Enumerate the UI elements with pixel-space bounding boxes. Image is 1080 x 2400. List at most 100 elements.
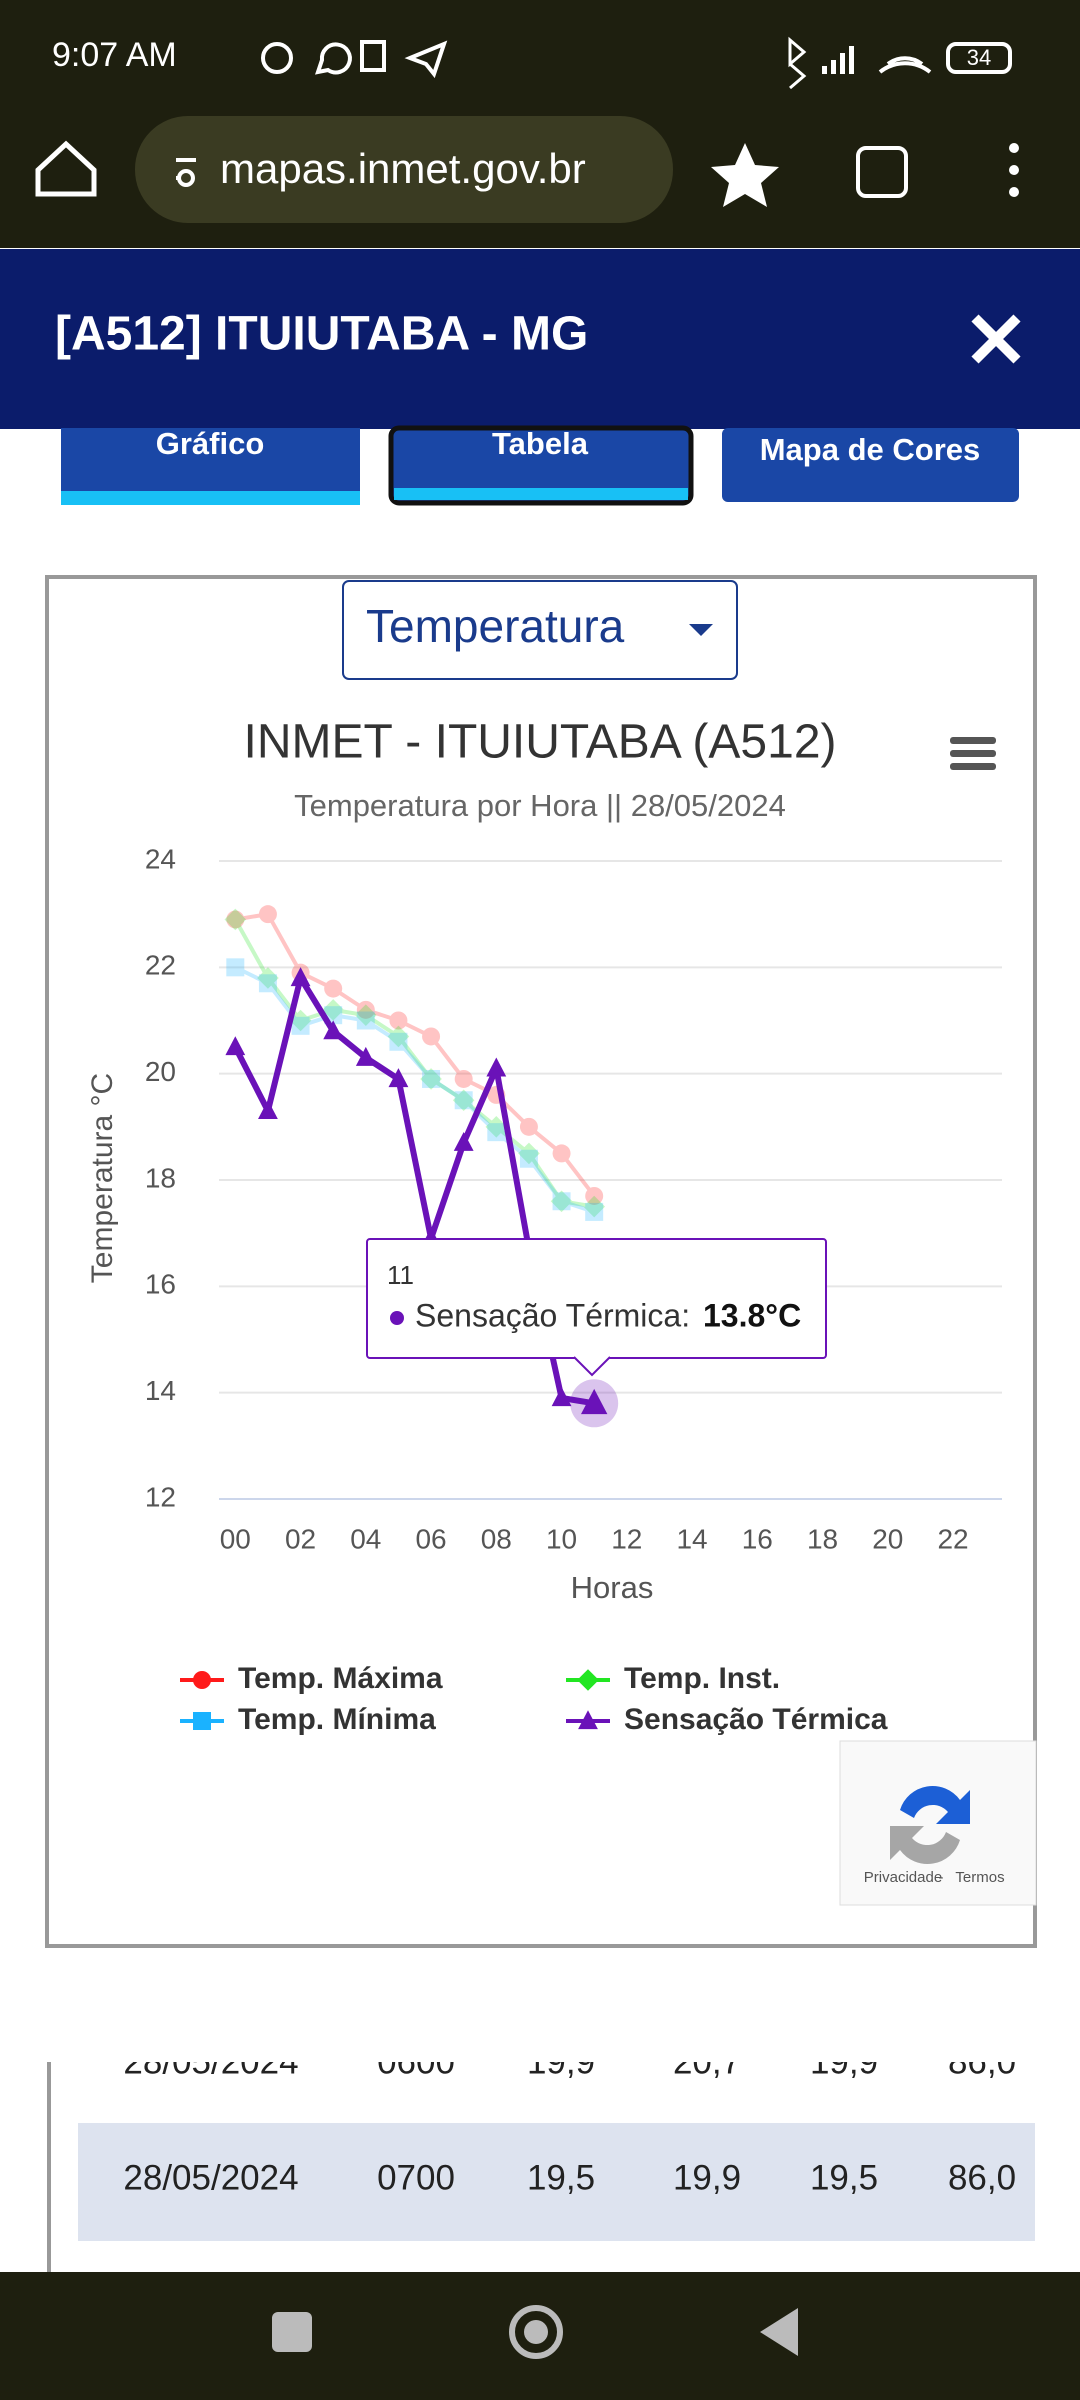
legend-label: Temp. Máxima — [238, 1662, 443, 1695]
marker — [519, 1117, 538, 1136]
marker — [452, 1089, 475, 1112]
tab[interactable] — [388, 425, 694, 506]
x-tick-label: 18 — [807, 1523, 838, 1554]
x-tick-label: 20 — [872, 1523, 903, 1554]
status-icons — [261, 36, 1012, 90]
marker — [258, 974, 277, 993]
row-highlight — [78, 2123, 1035, 2241]
marker — [552, 1144, 571, 1163]
marker — [550, 1190, 573, 1213]
table-cell: 28/05/2024 — [123, 2042, 298, 2081]
marker — [551, 1387, 572, 1407]
y-tick-label: 24 — [145, 843, 176, 874]
marker — [224, 908, 247, 931]
station-header — [0, 249, 1080, 429]
y-tick-label: 22 — [145, 950, 176, 981]
tab-label: Tabela — [492, 426, 589, 461]
back-button[interactable] — [760, 2308, 798, 2356]
tooltip-series: Sensação Térmica: — [415, 1297, 690, 1333]
data-table: 28/05/2024 0600 19,9 20,7 19,9 86,0 28/05/2024… — [47, 2042, 1035, 2272]
bookmark-star[interactable] — [711, 143, 779, 207]
status-time: 9:07 AM — [52, 36, 177, 74]
recaptcha-link[interactable]: Termos — [955, 1869, 1004, 1886]
marker — [454, 1069, 473, 1088]
table-rows: 28/05/2024 0600 19,9 20,7 19,9 86,0 28/05/2024… — [123, 2042, 1016, 2197]
y-tick-label: 16 — [145, 1269, 176, 1300]
marker — [422, 1069, 441, 1088]
marker — [258, 1100, 278, 1119]
menu-button[interactable] — [1009, 143, 1019, 197]
x-tick-label: 04 — [350, 1523, 381, 1554]
y-tick-label: 18 — [145, 1162, 176, 1193]
signal — [822, 46, 854, 74]
table-cell: 19,9 — [527, 2042, 595, 2081]
home-nav[interactable] — [509, 2305, 563, 2359]
y-axis-title: Temperatura °C — [86, 1073, 119, 1283]
separator: - — [939, 1869, 944, 1886]
marker — [322, 999, 344, 1021]
marker — [389, 1032, 408, 1051]
marker — [580, 1388, 608, 1415]
marker — [291, 1016, 310, 1035]
marker — [257, 967, 279, 989]
station-title: [A512] ITUIUTABA - MG — [55, 308, 588, 361]
recents-button[interactable] — [272, 2312, 312, 2352]
url-bar[interactable] — [135, 116, 673, 223]
x-tick-label: 10 — [546, 1523, 577, 1554]
x-tick-label: 16 — [742, 1523, 773, 1554]
marker — [577, 1669, 599, 1691]
legend-label: Temp. Mínima — [238, 1703, 436, 1736]
home-button[interactable] — [35, 140, 97, 197]
y-tick-label: 20 — [145, 1056, 176, 1087]
x-tick-label: 14 — [676, 1523, 707, 1554]
marker — [420, 1068, 442, 1090]
chart-title: INMET - ITUIUTABA (A512) — [244, 716, 837, 769]
table-cell: 19,5 — [810, 2158, 878, 2197]
marker — [193, 1712, 211, 1730]
marker — [519, 1149, 538, 1168]
series — [224, 908, 605, 1218]
tab-label: Mapa de Cores — [760, 432, 981, 467]
chart-menu[interactable] — [950, 737, 996, 770]
tab-indicator — [61, 491, 360, 505]
table-cell: 20,7 — [673, 2042, 741, 2081]
series-line — [234, 912, 596, 1198]
marker — [422, 1027, 441, 1046]
marker — [552, 1192, 571, 1211]
y-tick-label: 14 — [145, 1375, 176, 1406]
variable-dropdown[interactable] — [342, 580, 738, 680]
marker — [585, 1186, 604, 1205]
series-line — [233, 918, 595, 1209]
close-button[interactable] — [971, 314, 1021, 364]
marker — [389, 1011, 408, 1030]
table-cell: 28/05/2024 — [123, 2158, 298, 2197]
legend-label: Sensação Térmica — [624, 1703, 888, 1736]
table-cell: 86,0 — [948, 2158, 1016, 2197]
marker — [225, 1036, 246, 1056]
tabs-button[interactable] — [856, 146, 908, 198]
tooltip-value: 13.8°C — [703, 1297, 801, 1333]
table-cell: 19,9 — [673, 2158, 741, 2197]
x-tick-label: 06 — [415, 1523, 446, 1554]
site-info-icon[interactable] — [176, 158, 196, 187]
tooltip-dot — [390, 1311, 404, 1325]
table-cell: 0600 — [377, 2042, 455, 2081]
url-text: mapas.inmet.gov.br — [220, 145, 586, 192]
marker — [453, 1131, 474, 1151]
marker — [355, 1004, 377, 1026]
tabs: Gráfico Tabela Mapa de Cores — [61, 425, 1019, 506]
marker — [585, 1202, 604, 1221]
marker — [388, 1068, 409, 1088]
tab[interactable] — [722, 428, 1019, 502]
recaptcha-link[interactable]: Privacidade — [864, 1869, 942, 1886]
battery-level: 34 — [967, 45, 991, 70]
table-cell: 19,5 — [527, 2158, 595, 2197]
marker — [583, 1195, 605, 1218]
marker — [485, 1116, 508, 1138]
marker — [258, 905, 277, 924]
marker — [356, 1000, 375, 1019]
x-tick-label: 00 — [220, 1523, 251, 1554]
y-tick-label: 12 — [145, 1481, 176, 1512]
